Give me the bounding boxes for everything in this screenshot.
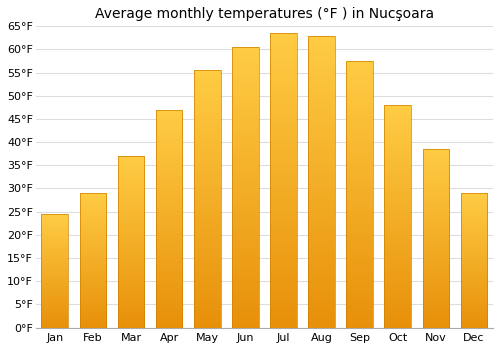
Bar: [232, 47, 258, 328]
Bar: [194, 70, 220, 328]
Bar: [308, 36, 335, 328]
Title: Average monthly temperatures (°F ) in Nucşoara: Average monthly temperatures (°F ) in Nu…: [95, 7, 434, 21]
Bar: [156, 110, 182, 328]
Bar: [80, 193, 106, 328]
Bar: [384, 105, 411, 328]
Bar: [460, 193, 487, 328]
Bar: [118, 156, 144, 328]
Bar: [270, 33, 297, 328]
Bar: [346, 61, 373, 328]
Bar: [422, 149, 449, 328]
Bar: [42, 214, 68, 328]
